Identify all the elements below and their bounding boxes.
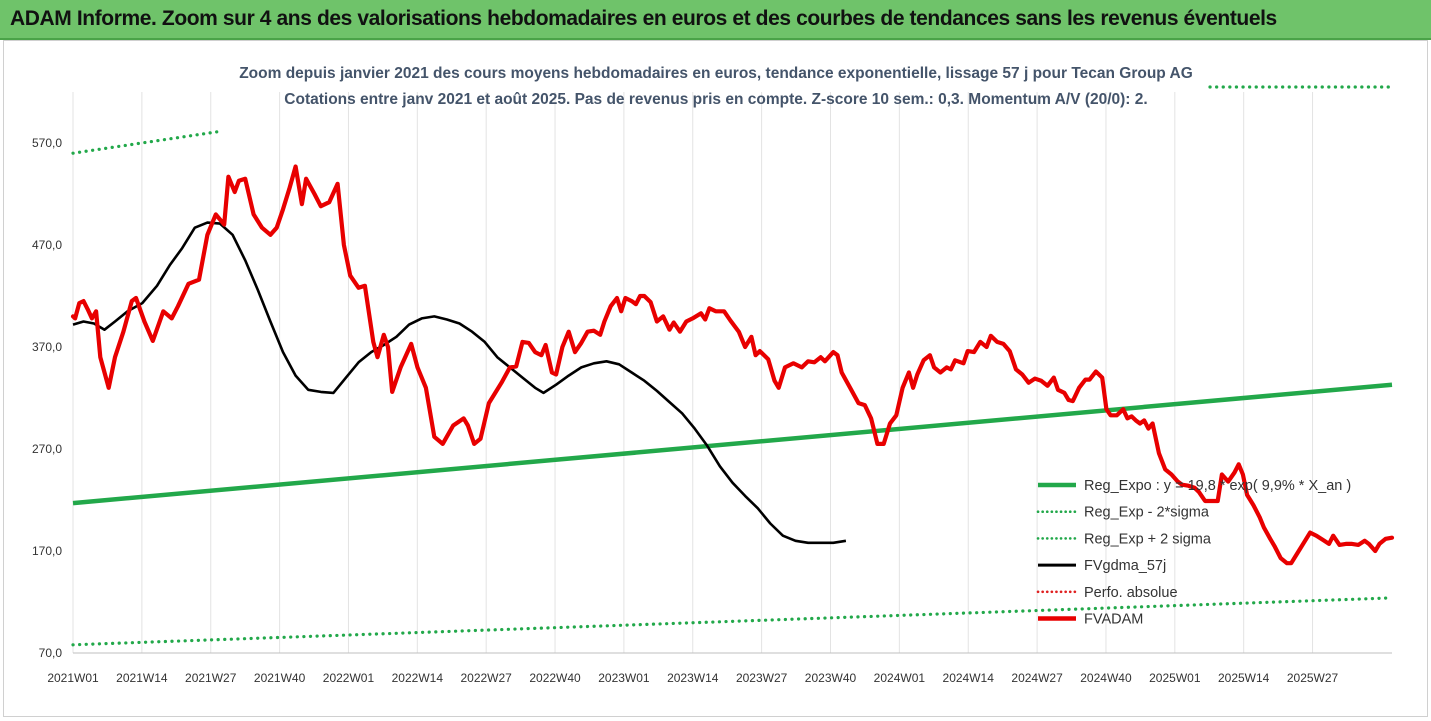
chart-frame <box>3 40 1428 717</box>
y-axis: 70,0 170,0 270,0 370,0 470,0 570,0 <box>32 136 62 660</box>
x-tick-label: 2025W01 <box>1149 671 1201 685</box>
legend-label-ma: FVgdma_57j <box>1084 558 1166 574</box>
x-tick-label: 2022W40 <box>529 671 581 685</box>
x-tick-label: 2025W14 <box>1218 671 1270 685</box>
report-title: ADAM Informe. Zoom sur 4 ans des valoris… <box>10 7 1277 30</box>
legend-label-reg: Reg_Expo : y = 19,8 * exp( 9,9% * X_an ) <box>1084 478 1351 494</box>
y-tick-label: 570,0 <box>32 136 62 150</box>
series-layer <box>70 85 1395 647</box>
series-reg-exp-minus-2sigma <box>71 596 1394 647</box>
x-tick-label: 2022W01 <box>323 671 375 685</box>
x-tick-label: 2023W27 <box>736 671 788 685</box>
x-tick-label: 2023W14 <box>667 671 719 685</box>
legend-label-perf: Perfo. absolue <box>1084 585 1178 601</box>
series-reg-exp-plus-2sigma <box>71 130 220 155</box>
report-banner: ADAM Informe. Zoom sur 4 ans des valoris… <box>0 0 1431 40</box>
x-tick-label: 2021W14 <box>116 671 168 685</box>
y-tick-label: 170,0 <box>32 544 62 558</box>
x-tick-label: 2022W27 <box>460 671 512 685</box>
x-tick-label: 2025W27 <box>1287 671 1339 685</box>
series-fvadam <box>70 164 1395 566</box>
x-tick-label: 2022W14 <box>392 671 444 685</box>
chart-title-line-1: Zoom depuis janvier 2021 des cours moyen… <box>239 65 1193 82</box>
legend: Reg_Expo : y = 19,8 * exp( 9,9% * X_an )… <box>1036 478 1351 628</box>
x-tick-label: 2023W01 <box>598 671 650 685</box>
x-tick-label: 2021W27 <box>185 671 237 685</box>
y-tick-label: 370,0 <box>32 340 62 354</box>
chart-title-line-2: Cotations entre janv 2021 et août 2025. … <box>284 91 1147 108</box>
series-reg-expo <box>72 382 1393 506</box>
x-tick-label: 2024W40 <box>1080 671 1132 685</box>
x-tick-label: 2023W40 <box>805 671 857 685</box>
x-axis: 2021W01 2021W14 2021W27 2021W40 2022W01 2022W… <box>47 652 1392 685</box>
y-tick-label: 470,0 <box>32 238 62 252</box>
x-tick-label: 2024W01 <box>874 671 926 685</box>
series-fvgdma-57j <box>72 221 847 545</box>
y-tick-label: 70,0 <box>39 646 63 660</box>
x-tick-label: 2024W27 <box>1011 671 1063 685</box>
x-tick-label: 2021W01 <box>47 671 99 685</box>
legend-label-reg_hi: Reg_Exp + 2 sigma <box>1084 531 1212 547</box>
legend-label-reg_lo: Reg_Exp - 2*sigma <box>1084 505 1210 521</box>
legend-label-fvadam: FVADAM <box>1084 612 1143 628</box>
x-tick-label: 2024W14 <box>943 671 995 685</box>
y-tick-label: 270,0 <box>32 442 62 456</box>
x-tick-label: 2021W40 <box>254 671 306 685</box>
